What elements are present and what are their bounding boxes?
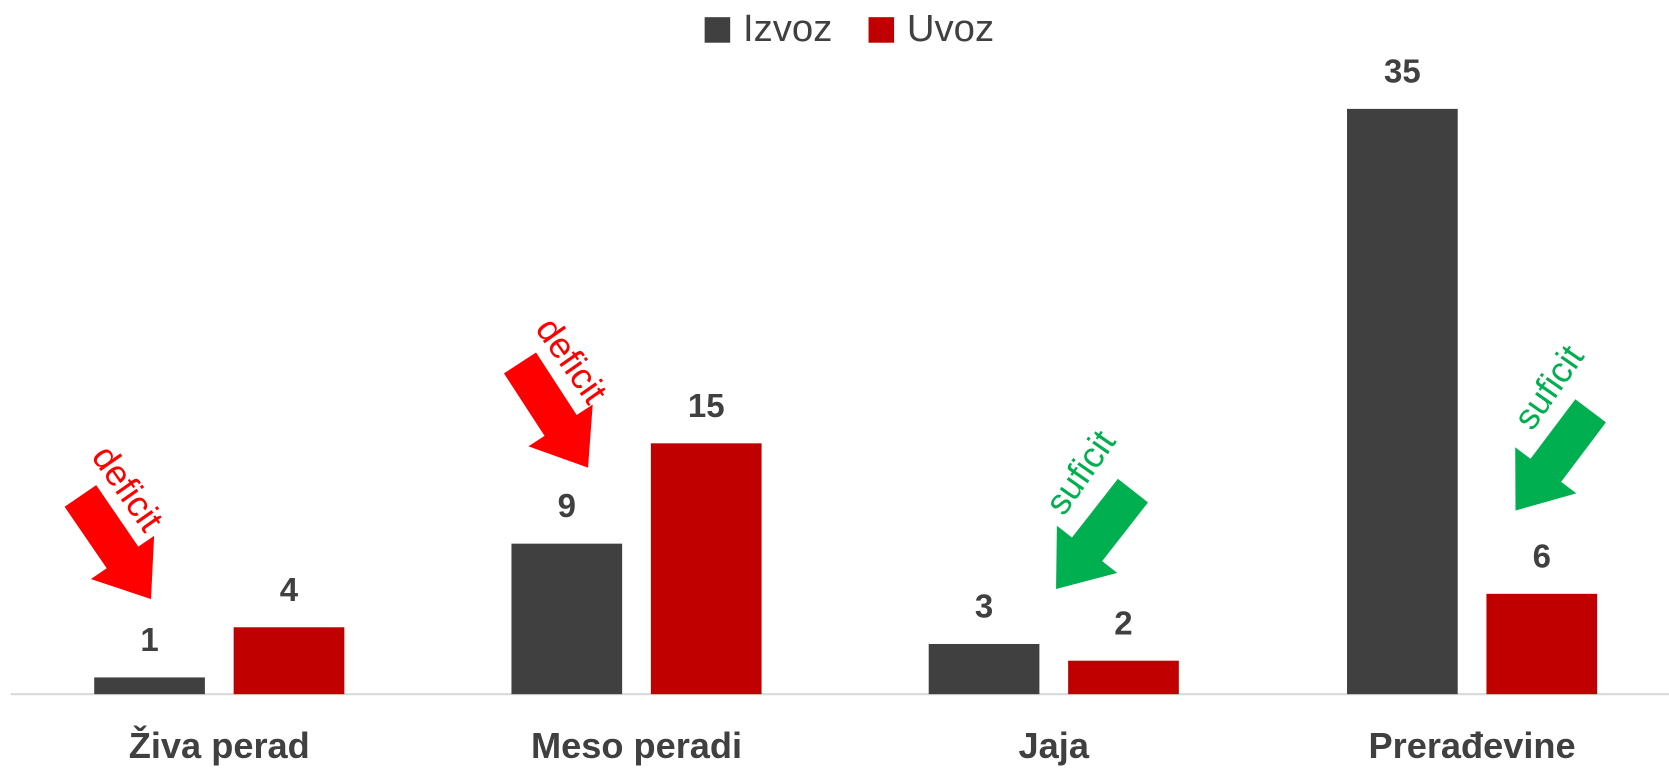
- arrow: [61, 482, 157, 602]
- value-label: 3: [975, 588, 993, 625]
- x-tick-label: Prerađevine: [1368, 725, 1575, 766]
- legend-swatch: [704, 17, 731, 43]
- bar: [1347, 108, 1458, 695]
- value-label: 35: [1384, 52, 1421, 89]
- value-label: 6: [1533, 537, 1551, 574]
- value-label: 4: [280, 571, 299, 608]
- bar: [928, 643, 1040, 695]
- bar: [1486, 593, 1598, 695]
- bar: [650, 443, 762, 695]
- x-tick-label: Živa perad: [129, 724, 310, 766]
- bar: [511, 543, 623, 695]
- bar: [1068, 660, 1179, 695]
- legend-swatch: [868, 17, 895, 43]
- bar: [94, 677, 205, 695]
- value-label: 1: [140, 621, 158, 658]
- x-tick-label: Meso peradi: [531, 725, 742, 766]
- arrow: [501, 349, 596, 471]
- legend-label: Uvoz: [907, 7, 994, 50]
- value-label: 15: [688, 387, 725, 424]
- x-tick-label: Jaja: [1019, 725, 1090, 766]
- legend-label: Izvoz: [743, 7, 832, 50]
- value-label: 2: [1114, 604, 1132, 641]
- bar: [233, 627, 345, 695]
- arrow: [1513, 396, 1609, 514]
- value-label: 9: [558, 487, 576, 524]
- arrow: [1053, 475, 1152, 592]
